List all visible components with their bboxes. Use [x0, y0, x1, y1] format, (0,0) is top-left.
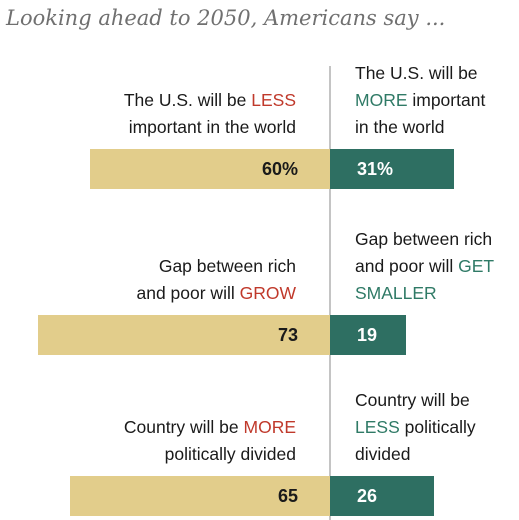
left-label-row-2-line-2: and poor will GROW: [136, 283, 296, 303]
value-label-right-row-2: 19: [357, 325, 377, 345]
left-label-row-3-line-2: politically divided: [165, 444, 296, 464]
right-label-row-1-line-2: MORE important: [355, 90, 485, 110]
value-label-right-row-1: 31%: [357, 159, 393, 179]
bar-left-row-3: [70, 476, 330, 516]
value-label-right-row-3: 26: [357, 486, 377, 506]
right-label-row-3-line-3: divided: [355, 444, 410, 464]
chart-title: Looking ahead to 2050, Americans say ...: [5, 6, 445, 30]
left-label-row-3-line-1: Country will be MORE: [124, 417, 296, 437]
left-label-row-1-line-2: important in the world: [129, 117, 296, 137]
right-label-row-2-line-3: SMALLER: [355, 283, 437, 303]
right-label-row-1-line-3: in the world: [355, 117, 445, 137]
right-label-row-3-line-1: Country will be: [355, 390, 470, 410]
bar-right-row-3: [330, 476, 434, 516]
left-label-row-2-line-1: Gap between rich: [159, 256, 296, 276]
bar-left-row-2: [38, 315, 330, 355]
right-label-row-2-line-1: Gap between rich: [355, 229, 492, 249]
bar-left-row-1: [90, 149, 330, 189]
value-label-left-row-3: 65: [278, 486, 298, 506]
bar-right-row-1: [330, 149, 454, 189]
right-label-row-3-line-2: LESS politically: [355, 417, 476, 437]
left-label-row-1-line-1: The U.S. will be LESS: [124, 90, 296, 110]
right-label-row-1-line-1: The U.S. will be: [355, 63, 478, 83]
bar-right-row-2: [330, 315, 406, 355]
value-label-left-row-2: 73: [278, 325, 298, 345]
value-label-left-row-1: 60%: [262, 159, 298, 179]
right-label-row-2-line-2: and poor will GET: [355, 256, 494, 276]
